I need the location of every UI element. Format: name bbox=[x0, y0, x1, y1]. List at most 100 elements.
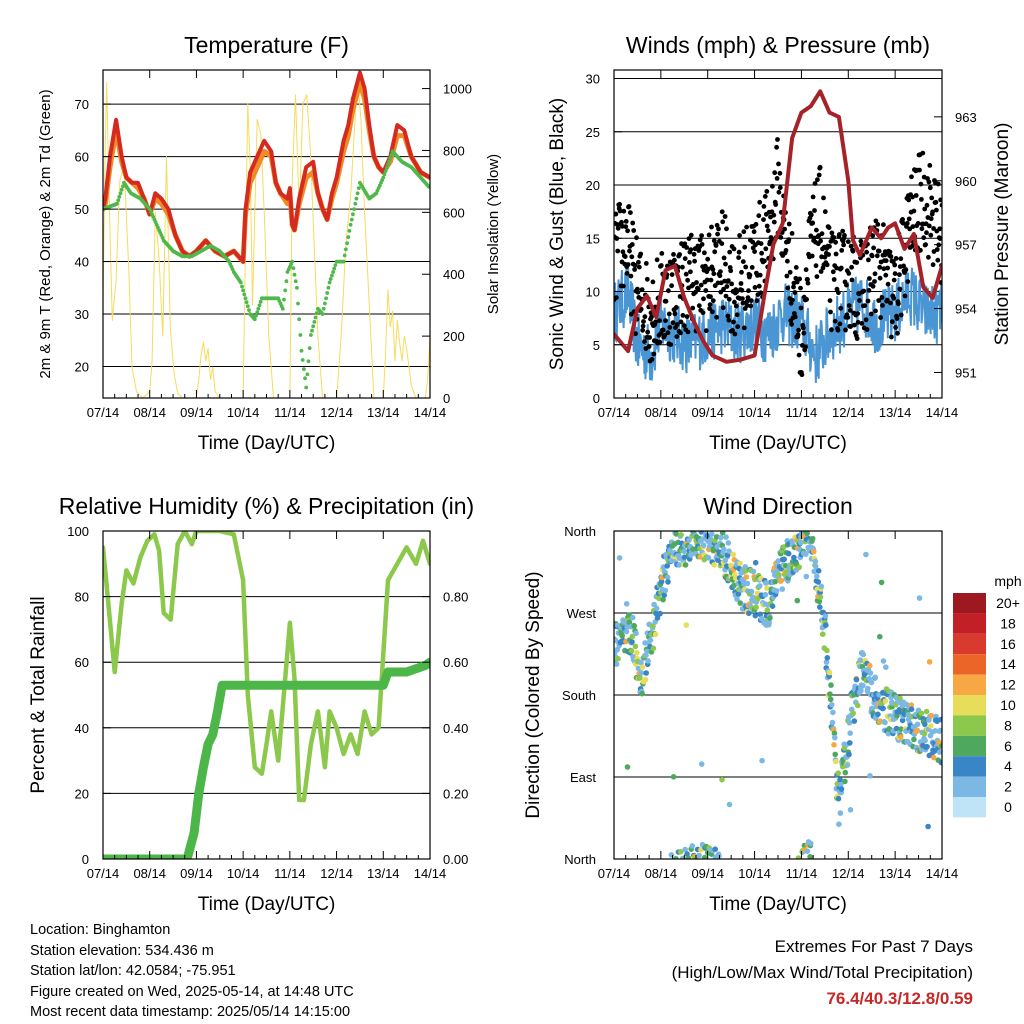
direction-point bbox=[865, 685, 871, 692]
direction-point bbox=[772, 578, 778, 585]
direction-point bbox=[803, 551, 809, 557]
gust-point bbox=[793, 275, 799, 281]
gust-point bbox=[732, 331, 738, 337]
gust-point bbox=[709, 224, 714, 230]
gust-point bbox=[927, 185, 933, 191]
direction-point bbox=[645, 658, 651, 664]
direction-point bbox=[753, 604, 759, 610]
gust-point bbox=[845, 239, 851, 245]
gust-point bbox=[795, 332, 801, 338]
direction-point bbox=[752, 576, 758, 583]
direction-point bbox=[836, 821, 842, 827]
gust-point bbox=[666, 311, 672, 317]
gust-point bbox=[673, 305, 679, 310]
dewpoint-point bbox=[313, 315, 318, 320]
direction-point bbox=[882, 698, 889, 704]
gust-point bbox=[649, 314, 654, 320]
direction-point bbox=[657, 610, 663, 617]
gust-point bbox=[744, 224, 749, 230]
gust-point bbox=[695, 286, 701, 292]
gust-point bbox=[838, 265, 844, 271]
direction-point bbox=[853, 676, 860, 683]
y-tick-label: 0 bbox=[593, 391, 600, 406]
gust-point bbox=[903, 267, 909, 273]
direction-point bbox=[822, 613, 829, 619]
gust-point bbox=[734, 289, 740, 295]
gust-point bbox=[848, 324, 853, 329]
colorbar-swatch bbox=[953, 695, 986, 716]
gust-point bbox=[818, 269, 824, 274]
direction-point bbox=[638, 659, 644, 666]
direction-point bbox=[898, 734, 904, 740]
gust-point bbox=[757, 272, 763, 278]
gust-point bbox=[657, 339, 663, 345]
gust-point bbox=[784, 273, 790, 279]
gust-point bbox=[810, 194, 816, 200]
gust-point bbox=[677, 252, 682, 257]
gust-point bbox=[666, 288, 671, 294]
direction-point bbox=[735, 591, 742, 597]
series-sonic-wind bbox=[614, 263, 942, 383]
gust-point bbox=[762, 258, 767, 264]
x-tick-label: 11/14 bbox=[274, 405, 306, 420]
gust-point bbox=[678, 330, 683, 336]
y-right-tick-label: 0.80 bbox=[443, 590, 468, 605]
y-tick-label: West bbox=[567, 606, 597, 621]
gust-point bbox=[842, 233, 847, 238]
gust-point bbox=[668, 342, 674, 347]
colorbar-swatch bbox=[953, 756, 986, 777]
direction-point bbox=[877, 633, 883, 640]
gust-point bbox=[659, 251, 665, 256]
gust-point bbox=[705, 256, 711, 262]
gust-point bbox=[736, 249, 742, 255]
extremes-subtitle: (High/Low/Max Wind/Total Precipitation) bbox=[671, 963, 973, 982]
gust-point bbox=[935, 181, 941, 187]
dewpoint-point bbox=[326, 285, 331, 290]
gust-point bbox=[708, 294, 713, 300]
gust-point bbox=[933, 199, 939, 205]
gust-point bbox=[913, 193, 919, 198]
gust-point bbox=[850, 248, 856, 254]
gust-point bbox=[809, 253, 815, 259]
gust-point bbox=[919, 226, 925, 232]
extremes-title: Extremes For Past 7 Days bbox=[774, 937, 973, 956]
gust-point bbox=[752, 285, 758, 290]
direction-point bbox=[726, 801, 733, 808]
direction-point bbox=[883, 664, 889, 670]
direction-point bbox=[766, 620, 772, 626]
gust-point bbox=[669, 283, 674, 289]
gust-point bbox=[803, 344, 808, 350]
gust-point bbox=[929, 195, 935, 201]
dewpoint-point bbox=[282, 297, 286, 302]
direction-point bbox=[851, 718, 858, 724]
gust-point bbox=[680, 313, 686, 318]
gust-point bbox=[878, 315, 883, 320]
dewpoint-point bbox=[382, 172, 387, 177]
direction-point bbox=[937, 727, 942, 734]
direction-point bbox=[858, 687, 864, 694]
gust-point bbox=[814, 227, 819, 233]
gust-point bbox=[721, 255, 727, 261]
direction-point bbox=[650, 623, 656, 629]
gust-point bbox=[891, 277, 897, 283]
direction-point bbox=[701, 854, 708, 859]
gust-point bbox=[636, 259, 641, 265]
gust-point bbox=[773, 202, 779, 207]
gust-point bbox=[919, 197, 924, 202]
gust-point bbox=[771, 212, 777, 218]
direction-point bbox=[823, 659, 830, 665]
direction-point bbox=[820, 631, 826, 637]
gust-point bbox=[690, 305, 696, 311]
gust-point bbox=[906, 197, 912, 203]
direction-point bbox=[629, 614, 636, 621]
dewpoint-point bbox=[118, 191, 123, 196]
colorbar-label: 16 bbox=[1000, 636, 1016, 652]
plot-area bbox=[614, 531, 942, 859]
dewpoint-point bbox=[348, 222, 353, 227]
direction-point bbox=[815, 579, 822, 585]
dewpoint-point bbox=[243, 296, 248, 301]
direction-point bbox=[682, 846, 688, 853]
gust-point bbox=[667, 325, 673, 330]
direction-point bbox=[893, 725, 900, 732]
y-tick-label: 50 bbox=[75, 202, 89, 217]
